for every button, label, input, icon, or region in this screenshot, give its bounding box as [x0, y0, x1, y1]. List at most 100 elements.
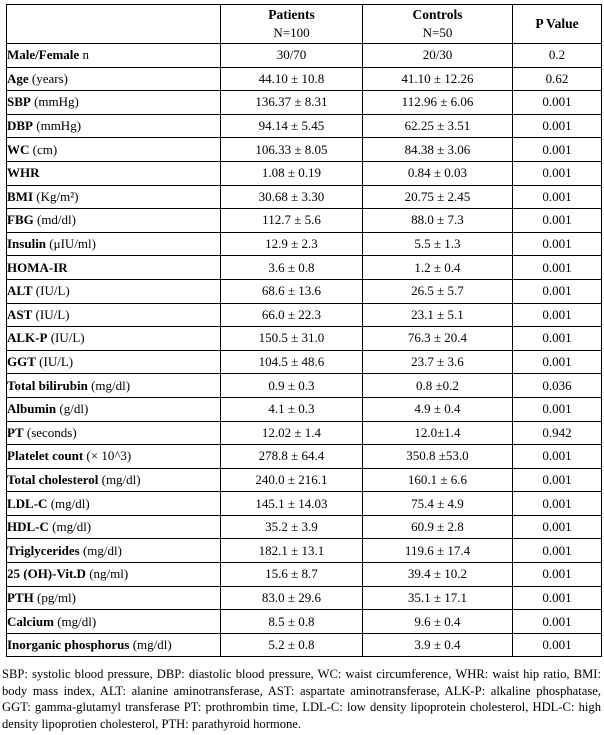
row-label-unit: (ng/ml)	[85, 566, 129, 582]
controls-value-cell: 23.7 ± 3.6	[362, 349, 513, 375]
col-header-controls: Controls N=50	[362, 4, 513, 44]
row-label-cell: PTH (pg/ml)	[6, 585, 221, 611]
row-label-cell: BMI (Kg/m²)	[6, 184, 221, 210]
row-label-unit: (IU/L)	[47, 330, 85, 346]
patients-value-cell: 83.0 ± 29.6	[220, 585, 363, 611]
row-label-unit: (mg/dl)	[87, 377, 131, 393]
row-label-cell: DBP (mmHg)	[6, 113, 221, 139]
controls-value-cell: 76.3 ± 20.4	[362, 326, 513, 351]
controls-value-cell: 20.75 ± 2.45	[362, 184, 513, 210]
patients-value-cell: 35.2 ± 3.9	[220, 514, 363, 540]
row-label-unit: (md/dl)	[33, 212, 76, 228]
table-row: HOMA-IR 3.6 ± 0.8 1.2 ± 0.4 0.001	[6, 255, 602, 280]
row-label-cell: Insulin (μIU/ml)	[6, 231, 221, 257]
controls-value-cell: 84.38 ± 3.06	[362, 137, 513, 162]
patients-value-cell: 12.02 ± 1.4	[220, 420, 363, 446]
patients-value-cell: 44.10 ± 10.8	[220, 66, 363, 92]
controls-value-cell: 5.5 ± 1.3	[362, 231, 513, 257]
p-value-cell: 0.001	[512, 396, 602, 422]
controls-value-cell: 350.8 ±53.0	[362, 444, 513, 469]
row-label-unit: (g/dl)	[56, 401, 89, 417]
p-value-cell: 0.001	[512, 491, 602, 516]
row-label-name: ALT	[7, 283, 33, 299]
row-label-name: GGT	[7, 354, 36, 370]
row-label-cell: Total cholesterol (mg/dl)	[6, 467, 221, 493]
row-label-unit: (mg/dl)	[47, 495, 90, 511]
row-label-cell: FBG (md/dl)	[6, 208, 221, 233]
row-label-name: FBG	[7, 212, 34, 228]
table-row: Insulin (μIU/ml) 12.9 ± 2.3 5.5 ± 1.3 0.…	[6, 231, 602, 257]
table-row: PTH (pg/ml) 83.0 ± 29.6 35.1 ± 17.1 0.00…	[6, 585, 602, 611]
p-value-cell: 0.001	[512, 278, 602, 304]
p-value-cell: 0.001	[512, 444, 602, 469]
row-label-name: PTH	[7, 589, 34, 605]
table-row: ALT (IU/L) 68.6 ± 13.6 26.5 ± 5.7 0.001	[6, 278, 602, 304]
p-value-cell: 0.62	[512, 66, 602, 92]
p-value-cell: 0.001	[512, 632, 602, 658]
row-label-cell: GGT (IU/L)	[6, 349, 221, 375]
row-label-cell: Age (years)	[6, 66, 221, 92]
patients-value-cell: 30/70	[220, 43, 363, 68]
table-row: Male/Female n 30/70 20/30 0.2	[6, 43, 602, 68]
p-value-cell: 0.001	[512, 514, 602, 540]
row-label-name: Age	[7, 70, 29, 86]
row-label-cell: HOMA-IR	[6, 255, 221, 280]
pvalue-header-title: P Value	[535, 16, 579, 31]
row-label-unit: (IU/L)	[32, 283, 70, 299]
patients-value-cell: 240.0 ± 216.1	[220, 467, 363, 493]
row-label-name: Calcium	[7, 613, 54, 629]
row-label-name: WC	[7, 141, 30, 157]
row-label-name: BMI	[7, 188, 34, 204]
patients-value-cell: 30.68 ± 3.30	[220, 184, 363, 210]
p-value-cell: 0.942	[512, 420, 602, 446]
table-row: Platelet count (× 10^3) 278.8 ± 64.4 350…	[6, 444, 602, 469]
row-label-unit: (mg/dl)	[129, 637, 172, 653]
row-label-unit: (IU/L)	[35, 354, 74, 370]
table-row: WC (cm) 106.33 ± 8.05 84.38 ± 3.06 0.001	[6, 137, 602, 162]
patients-value-cell: 112.7 ± 5.6	[220, 208, 363, 233]
table-row: Calcium (mg/dl) 8.5 ± 0.8 9.6 ± 0.4 0.00…	[6, 609, 602, 634]
controls-value-cell: 26.5 ± 5.7	[362, 278, 513, 304]
row-label-name: ALK-P	[7, 330, 48, 346]
controls-value-cell: 39.4 ± 10.2	[362, 562, 513, 587]
row-label-name: PT	[7, 424, 24, 440]
table-footnote: SBP: systolic blood pressure, DBP: diast…	[2, 667, 601, 731]
patients-value-cell: 3.6 ± 0.8	[220, 255, 363, 280]
table-row: Triglycerides (mg/dl) 182.1 ± 13.1 119.6…	[6, 538, 602, 564]
p-value-cell: 0.001	[512, 562, 602, 587]
table-row: Albumin (g/dl) 4.1 ± 0.3 4.9 ± 0.4 0.001	[6, 396, 602, 422]
table-row: BMI (Kg/m²) 30.68 ± 3.30 20.75 ± 2.45 0.…	[6, 184, 602, 210]
col-header-pvalue: P Value	[512, 4, 602, 44]
table-row: AST (IU/L) 66.0 ± 22.3 23.1 ± 5.1 0.001	[6, 302, 602, 328]
row-label-name: DBP	[7, 118, 34, 134]
patients-value-cell: 66.0 ± 22.3	[220, 302, 363, 328]
row-label-unit: (IU/L)	[32, 306, 70, 322]
row-label-unit: (years)	[28, 70, 69, 86]
controls-value-cell: 62.25 ± 3.51	[362, 113, 513, 139]
controls-value-cell: 20/30	[362, 43, 513, 68]
row-label-name: Albumin	[7, 401, 57, 417]
row-label-unit: n	[79, 47, 89, 63]
controls-value-cell: 88.0 ± 7.3	[362, 208, 513, 233]
patients-value-cell: 104.5 ± 48.6	[220, 349, 363, 375]
row-label-name: WHR	[7, 165, 40, 181]
row-label-cell: Triglycerides (mg/dl)	[6, 538, 221, 564]
row-label-name: Inorganic phosphorus	[7, 637, 130, 653]
p-value-cell: 0.001	[512, 208, 602, 233]
p-value-cell: 0.001	[512, 90, 602, 115]
p-value-cell: 0.001	[512, 467, 602, 493]
controls-value-cell: 35.1 ± 17.1	[362, 585, 513, 611]
patients-value-cell: 8.5 ± 0.8	[220, 609, 363, 634]
controls-value-cell: 23.1 ± 5.1	[362, 302, 513, 328]
p-value-cell: 0.001	[512, 302, 602, 328]
table-body: Male/Female n 30/70 20/30 0.2 Age (years…	[6, 43, 602, 658]
row-label-name: HDL-C	[7, 519, 49, 535]
p-value-cell: 0.001	[512, 184, 602, 210]
table-row: ALK-P (IU/L) 150.5 ± 31.0 76.3 ± 20.4 0.…	[6, 326, 602, 351]
controls-value-cell: 75.4 ± 4.9	[362, 491, 513, 516]
table-row: 25 (OH)-Vit.D (ng/ml) 15.6 ± 8.7 39.4 ± …	[6, 562, 602, 587]
row-label-cell: Platelet count (× 10^3)	[6, 444, 221, 469]
p-value-cell: 0.2	[512, 43, 602, 68]
patients-value-cell: 5.2 ± 0.8	[220, 632, 363, 658]
row-label-cell: Calcium (mg/dl)	[6, 609, 221, 634]
